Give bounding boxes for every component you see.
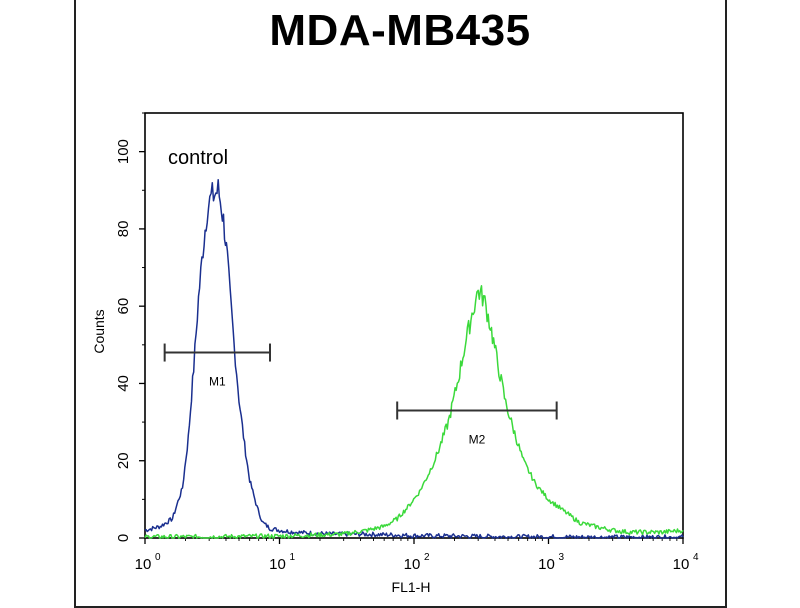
annotation-layer: M1 M2 — [163, 343, 558, 447]
x-axis-title: FL1-H — [392, 579, 431, 595]
x-tick-exponent: 1 — [290, 552, 296, 563]
x-tick-label: 10 — [135, 556, 152, 573]
y-tick-label: 40 — [115, 375, 132, 392]
control-histogram-line — [144, 178, 684, 539]
y-tick-label: 60 — [115, 298, 132, 315]
plot-frame — [74, 0, 727, 608]
marker-label: M2 — [469, 433, 486, 447]
y-axis-title: Counts — [91, 309, 107, 353]
marker-label: M1 — [209, 375, 226, 389]
x-tick-exponent: 2 — [424, 552, 430, 563]
y-tick-label: 100 — [115, 139, 132, 164]
y-tick-label: 20 — [115, 452, 132, 469]
x-tick-exponent: 3 — [559, 552, 565, 563]
series-layer — [144, 178, 684, 539]
y-tick-label: 80 — [115, 221, 132, 238]
x-tick-exponent: 4 — [693, 552, 699, 563]
chart-title: MDA-MB435 — [269, 6, 531, 55]
x-tick-exponent: 0 — [155, 552, 161, 563]
x-tick-label: 10 — [404, 556, 421, 573]
x-tick-label: 10 — [269, 556, 286, 573]
plot-area-border — [144, 112, 684, 539]
control-label: control — [168, 147, 228, 169]
x-tick-label: 10 — [538, 556, 555, 573]
y-tick-label: 0 — [115, 534, 132, 542]
sample-histogram-line — [144, 285, 684, 539]
x-tick-label: 10 — [673, 556, 690, 573]
